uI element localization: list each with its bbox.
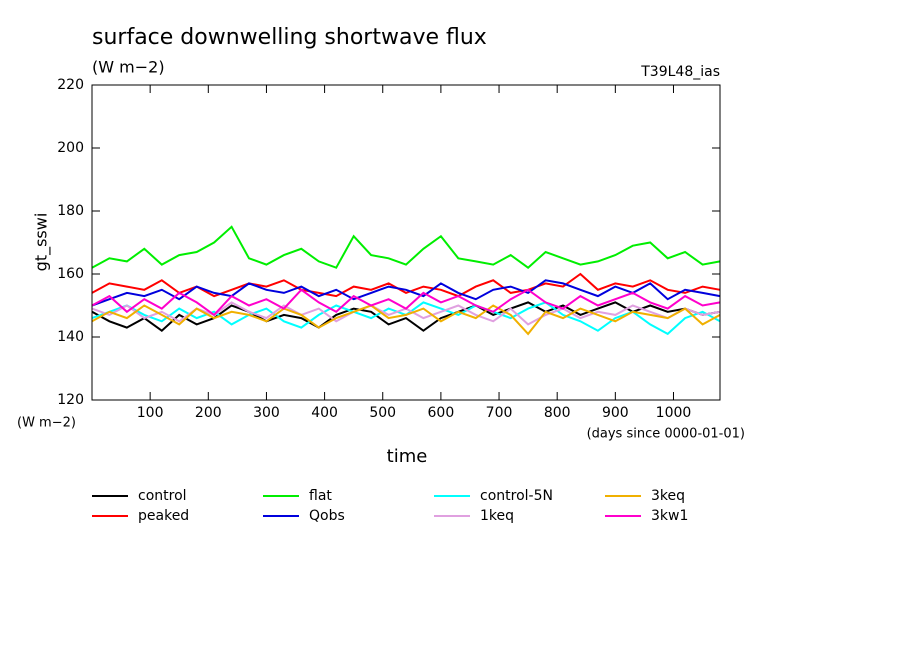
y-tick-label: 160 — [57, 266, 84, 282]
x-tick-label: 1000 — [656, 405, 692, 421]
y-tick-label: 220 — [57, 77, 84, 93]
y-axis-label: gt_sswi — [32, 213, 52, 272]
x-tick-label: 100 — [137, 405, 164, 421]
series-line — [91, 301, 721, 332]
legend-label: Qobs — [309, 508, 345, 524]
plot-area — [91, 225, 721, 336]
x-axis-label: time — [387, 446, 428, 467]
x-tick-label: 700 — [486, 405, 513, 421]
series-line — [91, 288, 721, 317]
series-line — [91, 272, 721, 298]
chart-subtitle: (W m−2) — [92, 58, 165, 77]
x-tick-label: 200 — [195, 405, 222, 421]
y-tick-label: 200 — [57, 140, 84, 156]
legend-label: control — [138, 488, 187, 504]
x-tick-label: 600 — [428, 405, 455, 421]
y-tick-label: 140 — [57, 329, 84, 345]
legend-label: 3kw1 — [651, 508, 688, 524]
x-tick-label: 300 — [253, 405, 280, 421]
x-tick-label: 800 — [544, 405, 571, 421]
series-line — [91, 279, 721, 307]
annotation: T39L48_ias — [640, 64, 720, 80]
y-tick-label: 120 — [57, 392, 84, 408]
chart-title: surface downwelling shortwave flux — [92, 25, 487, 50]
y-tick-label: 180 — [57, 203, 84, 219]
plot-frame — [91, 84, 721, 401]
x-tick-label: 400 — [311, 405, 338, 421]
y-units: (W m−2) — [17, 416, 76, 431]
series-line — [91, 225, 721, 269]
legend-label: control-5N — [480, 488, 553, 504]
legend-label: peaked — [138, 508, 189, 524]
legend-label: 1keq — [480, 508, 514, 524]
x-tick-label: 900 — [602, 405, 629, 421]
x-units: (days since 0000-01-01) — [587, 427, 745, 442]
series-line — [91, 304, 721, 336]
x-tick-label: 500 — [369, 405, 396, 421]
legend-label: flat — [309, 488, 332, 504]
legend-label: 3keq — [651, 488, 685, 504]
